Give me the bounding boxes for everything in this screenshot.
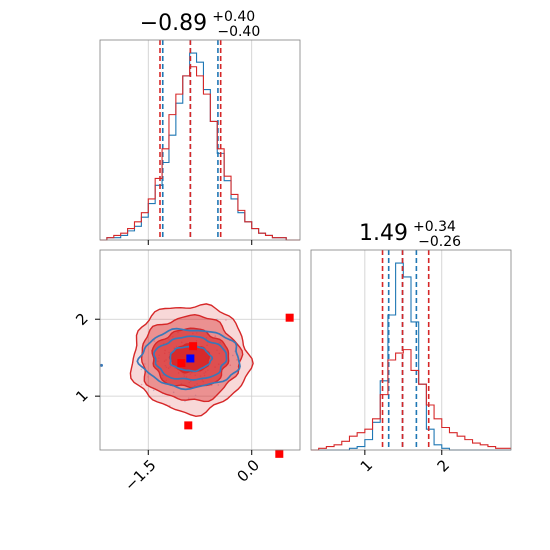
- histogram-series-0: [100, 52, 300, 241]
- sample-point: [194, 394, 197, 397]
- sample-point: [225, 319, 227, 321]
- x-tick-label: 0.0: [233, 456, 263, 486]
- edge-sample-point: [100, 363, 103, 367]
- axes-frame: [99, 39, 301, 241]
- sample-point: [152, 389, 155, 392]
- red-marker: [275, 449, 284, 458]
- x-tick-label: −1.5: [121, 456, 159, 494]
- blue-contour-level: [136, 327, 241, 391]
- sample-point: [232, 354, 234, 357]
- y-tick-label: 2: [72, 309, 91, 328]
- param1-title: −0.89 +0.40 −0.40: [140, 6, 261, 40]
- sample-point: [187, 397, 190, 400]
- histogram-series-1: [311, 349, 511, 451]
- panel-param1-param2-contour: −1.5 0.0 1 2: [72, 249, 301, 495]
- sample-point: [140, 368, 143, 371]
- param2-title-lower: −0.26: [418, 234, 461, 250]
- sample-point: [214, 335, 217, 337]
- sample-point: [140, 383, 143, 386]
- blue-marker: [186, 354, 195, 363]
- param1-title-upper: +0.40: [212, 9, 255, 25]
- red-marker: [184, 421, 193, 430]
- panel-param1-histogram: [99, 39, 301, 245]
- param2-title-upper: +0.34: [413, 219, 456, 235]
- histogram-series-1: [100, 66, 300, 241]
- sample-point: [236, 359, 238, 361]
- blue-contour-level: [169, 344, 214, 373]
- sample-point: [172, 391, 175, 394]
- axes-frame: [99, 249, 301, 451]
- sample-point: [153, 340, 156, 342]
- axes-frame: [310, 249, 512, 451]
- sample-point: [147, 376, 149, 378]
- sample-point: [217, 384, 220, 386]
- sample-point: [184, 400, 186, 403]
- x-tick-label: 2: [434, 456, 453, 475]
- y-tick-label: 1: [72, 386, 91, 405]
- param2-title: 1.49 +0.34 −0.26: [359, 216, 461, 250]
- param2-title-value: 1.49: [359, 221, 408, 246]
- red-marker: [189, 342, 198, 351]
- x-tick-label: 1: [357, 456, 376, 475]
- red-marker: [285, 313, 294, 322]
- param1-title-lower: −0.40: [217, 24, 260, 40]
- blue-contour-level: [153, 335, 228, 381]
- param1-title-value: −0.89: [140, 11, 207, 36]
- red-marker: [177, 359, 186, 368]
- sample-point: [229, 364, 232, 367]
- sample-point: [144, 363, 146, 365]
